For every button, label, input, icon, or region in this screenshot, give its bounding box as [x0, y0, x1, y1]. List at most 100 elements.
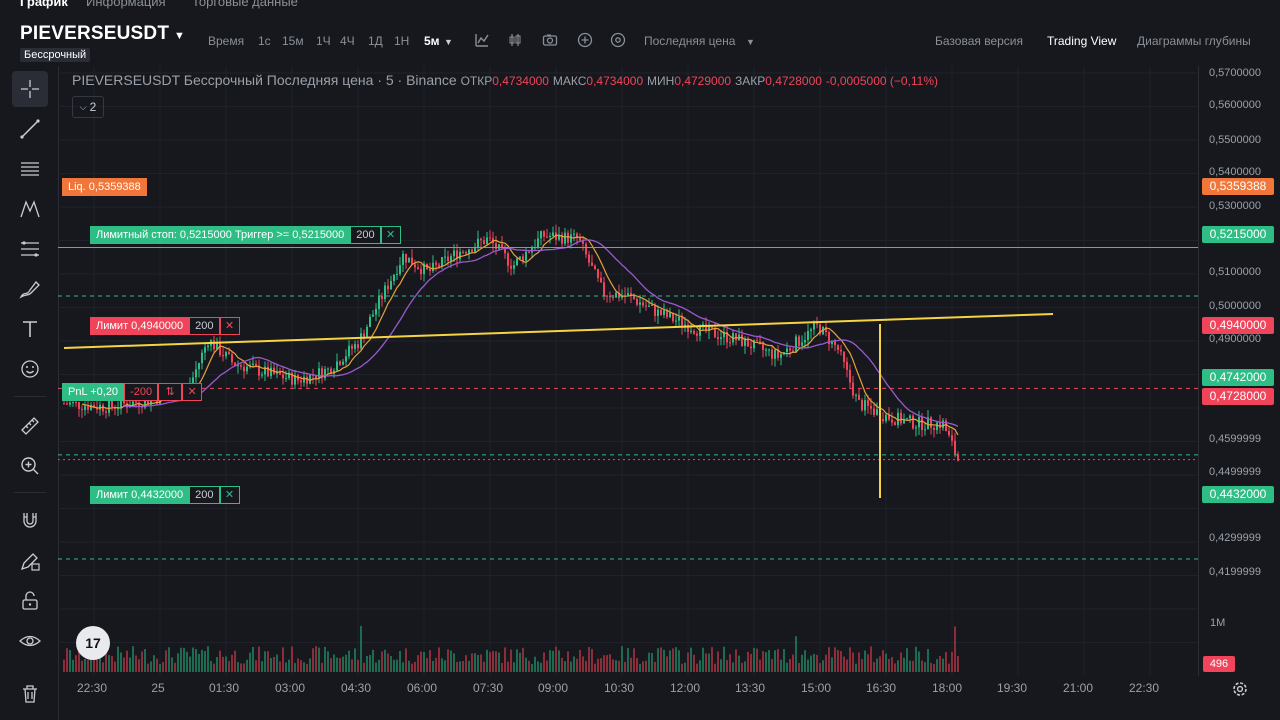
lines-icon [21, 162, 39, 176]
indicators-collapse-button[interactable]: ⌵ 2 [72, 96, 104, 118]
interval-1s[interactable]: 1с [258, 34, 271, 48]
tab-chart[interactable]: График [20, 0, 68, 9]
volume-bar [315, 646, 317, 672]
crosshair-tool[interactable] [12, 71, 48, 107]
price-chart[interactable] [58, 66, 1198, 676]
volume-bar [411, 663, 413, 672]
interval-5m[interactable]: 5м [424, 34, 440, 48]
candle-body [519, 256, 521, 259]
pattern-tool[interactable] [12, 191, 48, 227]
cancel-limit-buy-icon[interactable]: ✕ [219, 486, 240, 504]
candle-body [948, 430, 950, 436]
tradingview-logo[interactable]: 17 [76, 626, 110, 660]
volume-bar [438, 647, 440, 672]
volume-bar [417, 655, 419, 672]
price-axis[interactable]: 0,5700000 0,5600000 0,5500000 0,5400000 … [1198, 66, 1280, 676]
measure-tool[interactable] [12, 231, 48, 267]
emoji-tool[interactable] [12, 351, 48, 387]
magnet-tool[interactable] [12, 503, 48, 539]
fib-icon [21, 241, 39, 257]
candle-body [390, 281, 392, 290]
candle-body [270, 367, 272, 377]
candle-body [444, 256, 446, 258]
candle-body [573, 233, 575, 235]
time-tick: 06:00 [406, 681, 438, 695]
legend-high-label: МАКС [552, 74, 587, 88]
limit-sell-qty[interactable]: 200 [189, 317, 220, 335]
volume-bar [432, 660, 434, 672]
candle-type-icon[interactable] [508, 32, 524, 48]
candle-body [342, 361, 344, 365]
position-line[interactable]: PnL +0,20 -200 ⇅ ✕ [62, 383, 203, 401]
price-source-select[interactable]: Последняя цена [644, 34, 736, 48]
volume-bar [435, 657, 437, 672]
limit-buy-order[interactable]: Лимит 0,4432000 200 ✕ [90, 486, 240, 504]
view-basic[interactable]: Базовая версия [935, 34, 1023, 48]
brush-tool[interactable] [12, 271, 48, 307]
volume-bar [528, 660, 530, 672]
stop-limit-qty[interactable]: 200 [350, 226, 381, 244]
volume-bar [579, 649, 581, 672]
settings-icon[interactable] [610, 32, 626, 48]
add-icon[interactable] [577, 32, 593, 48]
interval-4h[interactable]: 4Ч [340, 34, 355, 48]
volume-bar [330, 658, 332, 672]
volume-bar [525, 657, 527, 672]
zoom-tool[interactable] [12, 448, 48, 484]
candle-body [888, 414, 890, 420]
pnl-label: PnL +0,20 [62, 383, 125, 401]
symbol-dropdown-icon[interactable]: ▼ [174, 30, 185, 42]
tab-info[interactable]: Информация [86, 0, 166, 9]
interval-dropdown-icon[interactable]: ▼ [444, 37, 453, 47]
candle-body [525, 251, 527, 261]
text-icon [23, 321, 37, 337]
limit-sell-order[interactable]: Лимит 0,4940000 200 ✕ [90, 317, 240, 335]
cancel-stop-limit-icon[interactable]: ✕ [380, 226, 401, 244]
price-source-dropdown-icon[interactable]: ▼ [746, 37, 755, 47]
volume-bar [630, 657, 632, 672]
lock-drawing-tool[interactable] [12, 543, 48, 579]
volume-bar [378, 659, 380, 672]
volume-bar [162, 662, 164, 672]
volume-bar [837, 650, 839, 672]
view-depth[interactable]: Диаграммы глубины [1137, 34, 1251, 48]
interval-15m[interactable]: 15м [282, 34, 304, 48]
chart-settings-gear-icon[interactable] [1231, 680, 1249, 698]
view-tradingview[interactable]: Trading View [1047, 34, 1117, 48]
volume-bar [711, 647, 713, 672]
reverse-position-icon[interactable]: ⇅ [158, 383, 183, 401]
liquidation-line-label[interactable]: Liq. 0,5359388 [62, 178, 147, 196]
close-position-icon[interactable]: ✕ [182, 383, 203, 401]
ruler-tool[interactable] [12, 408, 48, 444]
cancel-limit-sell-icon[interactable]: ✕ [219, 317, 240, 335]
candle-body [258, 365, 260, 376]
indicators-icon[interactable] [474, 32, 490, 48]
trendline-tool[interactable] [12, 111, 48, 147]
stop-limit-order[interactable]: Лимитный стоп: 0,5215000 Триггер >= 0,52… [90, 226, 401, 244]
interval-1w[interactable]: 1Н [394, 34, 410, 48]
candle-body [891, 419, 893, 423]
candle-body [267, 366, 269, 377]
volume-bar [351, 659, 353, 672]
volume-bar [747, 651, 749, 672]
limit-buy-qty[interactable]: 200 [189, 486, 220, 504]
volume-bar [114, 661, 116, 672]
interval-1d[interactable]: 1Д [368, 34, 383, 48]
volume-bar [951, 651, 953, 672]
interval-1h[interactable]: 1Ч [316, 34, 331, 48]
tab-trade-data[interactable]: Торговые данные [192, 0, 298, 9]
volume-bar [867, 654, 869, 672]
volume-bar [744, 661, 746, 672]
visibility-tool[interactable] [12, 623, 48, 659]
delete-tool[interactable] [12, 676, 48, 712]
time-axis[interactable]: 22:30 25 01:30 03:00 04:30 06:00 07:30 0… [58, 676, 1198, 700]
candle-body [327, 368, 329, 370]
text-tool[interactable] [12, 311, 48, 347]
volume-bar [72, 659, 74, 672]
volume-bar [270, 657, 272, 672]
symbol-name[interactable]: PIEVERSEUSDT [20, 23, 170, 44]
lock-tool[interactable] [12, 583, 48, 619]
volume-bar [501, 662, 503, 672]
camera-icon[interactable] [542, 32, 558, 48]
horizontal-lines-tool[interactable] [12, 151, 48, 187]
